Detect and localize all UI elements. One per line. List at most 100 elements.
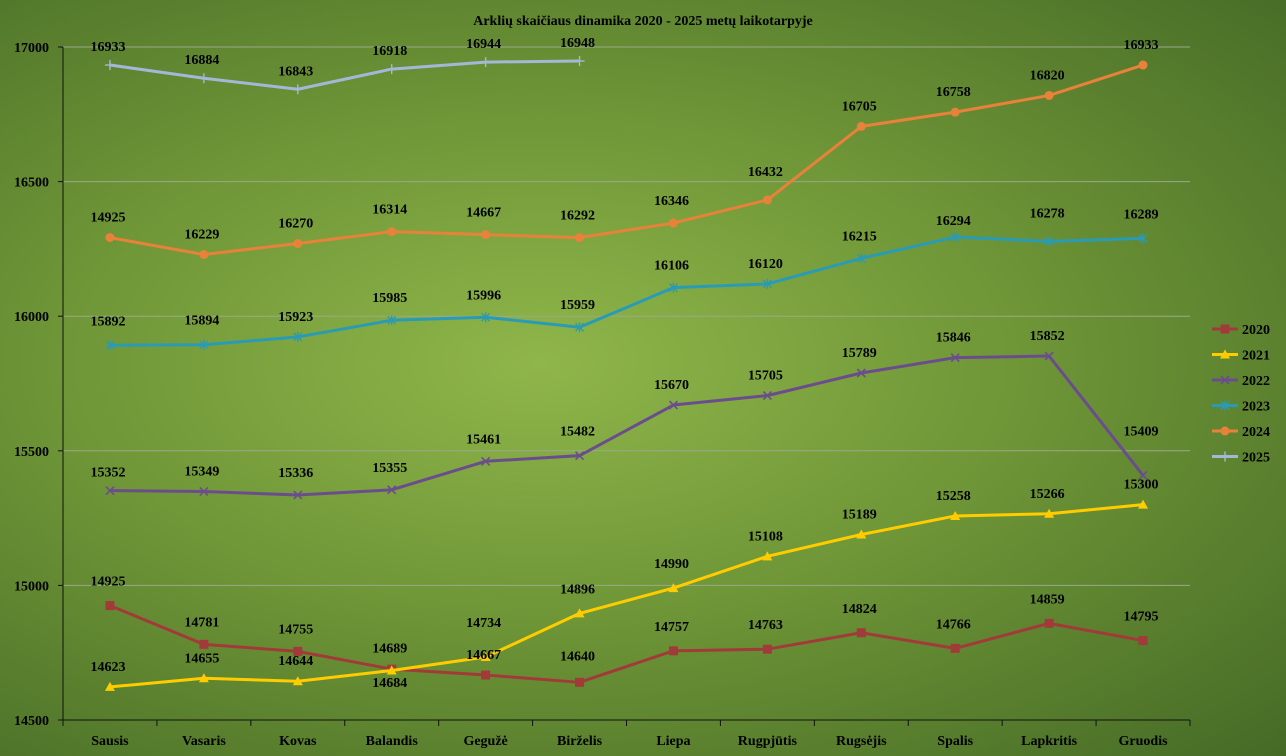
x-tick-label: Balandis xyxy=(366,734,419,749)
series-2020-point xyxy=(762,644,772,654)
series-2024-point xyxy=(668,218,678,228)
series-2023-point xyxy=(293,331,303,342)
data-label: 16884 xyxy=(184,53,219,68)
series-2023-point xyxy=(668,282,678,293)
series-2022-point xyxy=(762,391,772,401)
data-label: 14781 xyxy=(184,615,219,630)
series-2024-point xyxy=(105,233,115,243)
data-label: 14689 xyxy=(372,641,407,656)
y-tick-label: 14500 xyxy=(14,714,49,729)
series-2021 xyxy=(104,499,1149,691)
data-label: 16820 xyxy=(1030,68,1065,83)
data-labels: 14925 14781 14755 14684 14667 14640 14757 14763… xyxy=(90,36,1158,691)
series-2020-point xyxy=(1044,618,1054,628)
y-tick-label: 16000 xyxy=(14,310,49,325)
series-2023-point xyxy=(950,232,960,243)
series-2025-point xyxy=(480,57,491,68)
series-2025-line xyxy=(109,59,580,91)
series-2025-point xyxy=(574,55,585,66)
data-label: 14684 xyxy=(372,676,407,691)
series-2020-point xyxy=(575,677,585,687)
series-2023-point xyxy=(856,253,866,264)
data-label: 15892 xyxy=(90,314,125,329)
data-label: 15108 xyxy=(748,529,783,544)
legend-marker xyxy=(1220,349,1230,359)
series-2024-point xyxy=(199,250,209,260)
data-label: 14755 xyxy=(278,622,313,637)
data-label: 15996 xyxy=(466,288,501,303)
x-tick-label: Vasaris xyxy=(182,734,226,749)
series-2021-point xyxy=(480,652,491,662)
data-label: 14667 xyxy=(466,648,501,663)
series-2020-point xyxy=(481,670,491,680)
data-label: 16106 xyxy=(654,259,689,274)
series-2024-point xyxy=(1044,90,1054,100)
data-label: 14644 xyxy=(278,654,313,669)
series-2025-point xyxy=(104,60,115,71)
data-label: 16314 xyxy=(372,203,407,218)
data-label: 16432 xyxy=(748,165,783,180)
data-label: 14925 xyxy=(90,211,125,226)
data-label: 16758 xyxy=(936,85,971,100)
data-label: 16944 xyxy=(466,37,501,52)
series-2022-point xyxy=(293,490,303,500)
legend-item-2020: 2020 xyxy=(1212,323,1270,338)
data-label: 15300 xyxy=(1124,478,1159,493)
series-2020-point xyxy=(950,643,960,653)
legend-label: 2022 xyxy=(1242,374,1270,389)
data-label: 14990 xyxy=(654,557,689,572)
data-label: 15670 xyxy=(654,378,689,393)
series-2021-point xyxy=(762,551,773,561)
data-label: 14757 xyxy=(654,620,689,635)
data-label: 15482 xyxy=(560,425,595,440)
data-label: 16933 xyxy=(1124,38,1159,53)
legend-item-2025: 2025 xyxy=(1212,451,1270,466)
legend-marker xyxy=(1220,426,1230,436)
series-lines xyxy=(104,55,1149,691)
series-2020-line xyxy=(109,604,1144,684)
series-2024-line xyxy=(109,63,1144,257)
series-2025-point xyxy=(292,84,303,95)
series-2022-point xyxy=(387,485,397,495)
x-tick-label: Lapkritis xyxy=(1021,734,1078,749)
series-2023-point xyxy=(575,322,585,333)
data-label: 14925 xyxy=(90,575,125,590)
series-2022-point xyxy=(105,486,115,496)
data-label: 14655 xyxy=(184,651,219,666)
x-tick-label: Spalis xyxy=(937,734,973,749)
data-label: 14795 xyxy=(1124,610,1159,625)
gridlines xyxy=(63,46,1190,586)
data-label: 15894 xyxy=(184,314,219,329)
legend-label: 2024 xyxy=(1242,425,1270,440)
data-label: 14859 xyxy=(1030,592,1065,607)
series-2024-point xyxy=(293,239,303,249)
y-tick-label: 17000 xyxy=(14,41,49,56)
series-2023-point xyxy=(387,315,397,326)
series-2022-point xyxy=(856,368,866,378)
series-2020-point xyxy=(105,601,115,611)
data-label: 15352 xyxy=(90,466,125,481)
data-label: 16705 xyxy=(842,99,877,114)
legend-label: 2020 xyxy=(1242,323,1270,338)
legend-item-2022: 2022 xyxy=(1212,374,1270,389)
data-label: 16292 xyxy=(560,209,595,224)
x-tick-label: Liepa xyxy=(656,734,690,749)
data-label: 16843 xyxy=(278,64,313,79)
x-tick-label: Birželis xyxy=(557,734,603,749)
series-2021-point xyxy=(1138,499,1149,509)
legend-label: 2023 xyxy=(1242,400,1270,415)
series-2022-point xyxy=(668,400,679,410)
data-label: 16215 xyxy=(842,229,877,244)
data-label: 14896 xyxy=(560,582,595,597)
data-label: 16948 xyxy=(560,36,595,51)
data-label: 14640 xyxy=(560,649,595,664)
data-label: 14623 xyxy=(90,660,125,675)
y-tick-label: 16500 xyxy=(14,176,49,191)
data-label: 15789 xyxy=(842,346,877,361)
legend-item-2021: 2021 xyxy=(1212,349,1270,364)
data-label: 14766 xyxy=(936,617,971,632)
data-label: 14667 xyxy=(466,206,501,221)
series-2023-point xyxy=(1138,233,1148,244)
